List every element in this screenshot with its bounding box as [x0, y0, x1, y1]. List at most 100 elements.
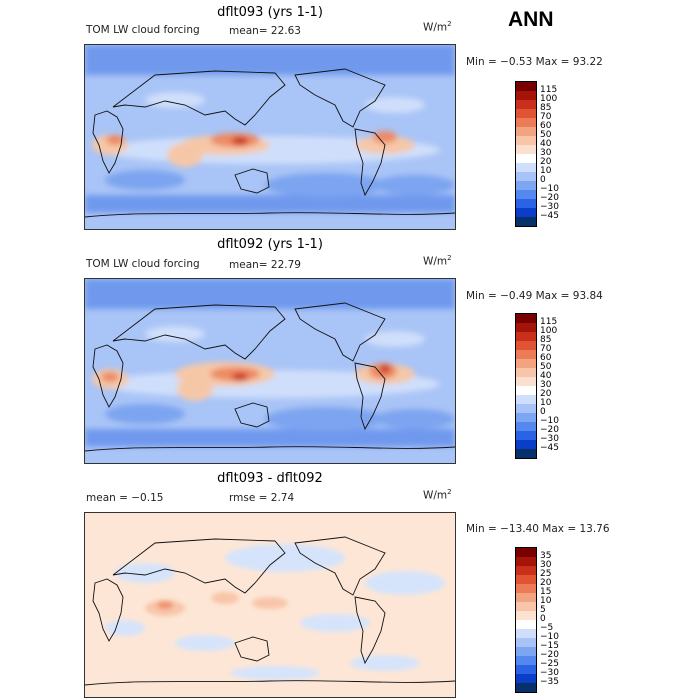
colorbar-label: −10	[540, 416, 559, 426]
colorbar-cell	[516, 674, 536, 683]
colorbar-cell	[516, 602, 536, 611]
colorbar-cell	[516, 404, 536, 413]
colorbar-label: 5	[540, 605, 546, 615]
colorbar-cell	[516, 145, 536, 154]
panel2-map	[84, 278, 456, 464]
panel1-colorbar	[515, 81, 537, 227]
colorbar-label: 10	[540, 398, 552, 408]
colorbar-cell	[516, 91, 536, 100]
colorbar-label: 100	[540, 94, 558, 104]
colorbar-cell	[516, 377, 536, 386]
colorbar-cell	[516, 314, 536, 323]
panel2-colorbar-labels: 115 100 85 70 60 50 40 30 20 10 0 −10 −2…	[540, 318, 559, 453]
colorbar-cell	[516, 593, 536, 602]
colorbar-cell	[516, 118, 536, 127]
colorbar-label: −45	[540, 443, 559, 453]
panel2-units: W/m2	[423, 254, 452, 268]
panel1-units: W/m2	[423, 20, 452, 34]
colorbar-label: 60	[540, 353, 552, 363]
colorbar-label: 30	[540, 380, 552, 390]
panel3-map	[84, 512, 456, 698]
colorbar-cell	[516, 683, 536, 692]
colorbar-label: 115	[540, 85, 558, 95]
colorbar-cell	[516, 575, 536, 584]
colorbar-cell	[516, 163, 536, 172]
colorbar-label: −30	[540, 668, 559, 678]
colorbar-cell	[516, 368, 536, 377]
colorbar-label: 30	[540, 148, 552, 158]
panel1-minmax: Min = −0.53 Max = 93.22	[466, 56, 603, 68]
colorbar-cell	[516, 638, 536, 647]
colorbar-cell	[516, 208, 536, 217]
panel3-mean: mean = −0.15	[86, 492, 164, 504]
panel2-mean: mean= 22.79	[229, 259, 301, 271]
coastlines	[85, 68, 455, 218]
colorbar-cell	[516, 100, 536, 109]
colorbar-label: 20	[540, 578, 552, 588]
panel2-field-label: TOM LW cloud forcing	[86, 258, 200, 270]
colorbar-cell	[516, 647, 536, 656]
colorbar-cell	[516, 154, 536, 163]
panel2-colorbar	[515, 313, 537, 459]
colorbar-label: 15	[540, 587, 552, 597]
colorbar-cell	[516, 620, 536, 629]
panel3-colorbar	[515, 547, 537, 693]
colorbar-cell	[516, 548, 536, 557]
panel1-map	[84, 44, 456, 230]
colorbar-cell	[516, 217, 536, 226]
colorbar-label: 100	[540, 326, 558, 336]
panel3-minmax: Min = −13.40 Max = 13.76	[466, 523, 610, 535]
colorbar-label: 0	[540, 407, 546, 417]
colorbar-label: −25	[540, 659, 559, 669]
colorbar-label: 85	[540, 335, 552, 345]
panel1-title: dflt093 (yrs 1-1)	[217, 5, 323, 20]
colorbar-cell	[516, 136, 536, 145]
colorbar-cell	[516, 82, 536, 91]
colorbar-cell	[516, 584, 536, 593]
colorbar-cell	[516, 611, 536, 620]
colorbar-label: 20	[540, 389, 552, 399]
colorbar-cell	[516, 323, 536, 332]
colorbar-cell	[516, 566, 536, 575]
colorbar-cell	[516, 199, 536, 208]
colorbar-label: −10	[540, 632, 559, 642]
colorbar-label: −20	[540, 650, 559, 660]
panel1-colorbar-labels: 115 100 85 70 60 50 40 30 20 10 0 −10 −2…	[540, 86, 559, 221]
colorbar-label: 30	[540, 560, 552, 570]
colorbar-label: 25	[540, 569, 552, 579]
colorbar-label: 85	[540, 103, 552, 113]
panel2-minmax: Min = −0.49 Max = 93.84	[466, 290, 603, 302]
panel3-colorbar-labels: 35 30 25 20 15 10 5 0 −5 −10 −15 −20 −25…	[540, 552, 559, 687]
colorbar-label: 115	[540, 317, 558, 327]
colorbar-cell	[516, 109, 536, 118]
panel3-units: W/m2	[423, 488, 452, 502]
coastlines	[85, 536, 455, 686]
colorbar-cell	[516, 440, 536, 449]
panel1-mean: mean= 22.63	[229, 25, 301, 37]
colorbar-label: −10	[540, 184, 559, 194]
colorbar-label: −35	[540, 677, 559, 687]
colorbar-label: −30	[540, 202, 559, 212]
colorbar-label: 50	[540, 130, 552, 140]
colorbar-label: 50	[540, 362, 552, 372]
panel3-title: dflt093 - dflt092	[217, 471, 323, 486]
colorbar-cell	[516, 557, 536, 566]
colorbar-label: 70	[540, 112, 552, 122]
colorbar-cell	[516, 127, 536, 136]
colorbar-cell	[516, 359, 536, 368]
colorbar-cell	[516, 181, 536, 190]
colorbar-label: −5	[540, 623, 554, 633]
colorbar-cell	[516, 332, 536, 341]
panel3-rmse: rmse = 2.74	[229, 492, 295, 504]
colorbar-cell	[516, 190, 536, 199]
colorbar-label: 20	[540, 157, 552, 167]
colorbar-label: 70	[540, 344, 552, 354]
season-label: ANN	[508, 8, 554, 31]
colorbar-cell	[516, 350, 536, 359]
coastlines	[85, 302, 455, 452]
colorbar-label: −30	[540, 434, 559, 444]
colorbar-label: −20	[540, 193, 559, 203]
colorbar-label: 40	[540, 139, 552, 149]
colorbar-label: 40	[540, 371, 552, 381]
colorbar-label: 10	[540, 596, 552, 606]
